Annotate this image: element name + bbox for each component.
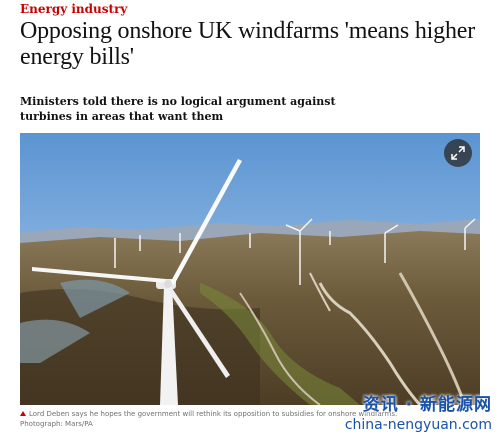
headline: Opposing onshore UK windfarms 'means hig… [20, 18, 475, 70]
watermark: 资讯 · 新能源网 china-nengyuan.com [345, 390, 492, 433]
windfarm-image [20, 133, 480, 405]
photo-caption: Lord Deben says he hopes the government … [20, 409, 480, 429]
expand-image-button[interactable] [444, 139, 472, 167]
triangle-icon [20, 411, 26, 416]
article-photo [20, 133, 480, 405]
photo-credit: Photograph: Mars/PA [20, 420, 93, 428]
caption-text: Lord Deben says he hopes the government … [29, 410, 398, 418]
expand-arrows-icon [451, 146, 465, 160]
watermark-url: china-nengyuan.com [344, 417, 492, 433]
section-label[interactable]: Energy industry [20, 2, 128, 16]
main-turbine [32, 159, 242, 405]
watermark-title: 资讯 · 新能源网 [362, 395, 492, 415]
standfirst: Ministers told there is no logical argum… [20, 95, 336, 123]
